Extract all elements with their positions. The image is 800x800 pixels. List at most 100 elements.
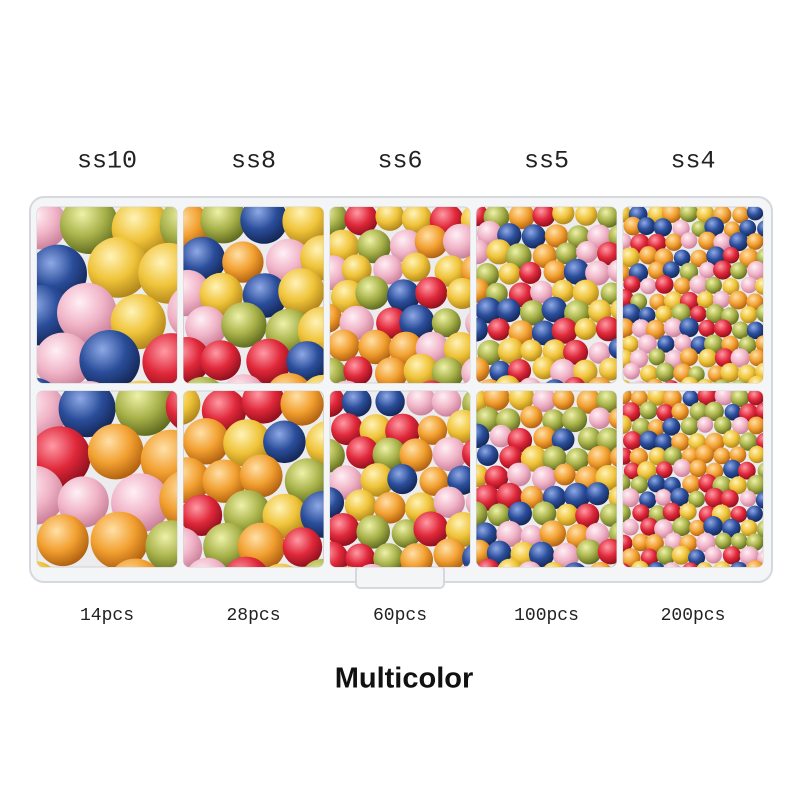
pearl <box>740 519 758 537</box>
pearl <box>647 474 666 493</box>
pearl <box>555 242 578 265</box>
pearl <box>476 444 499 467</box>
pearl <box>553 542 580 567</box>
pearl <box>115 391 175 436</box>
pearl <box>597 207 617 228</box>
pearl <box>682 562 699 567</box>
pearl <box>343 356 373 383</box>
pearl <box>730 348 750 368</box>
pearl <box>629 447 648 467</box>
pearl <box>142 333 177 383</box>
pearl <box>746 321 763 340</box>
pearl <box>543 260 567 284</box>
pearl <box>623 503 631 523</box>
size-label: ss5 <box>524 147 569 176</box>
pearl <box>330 329 360 362</box>
pearl <box>331 413 364 446</box>
pearl <box>655 489 672 506</box>
pearl <box>561 406 588 433</box>
pearl <box>746 233 763 250</box>
pearl <box>446 409 470 443</box>
count-label: 200pcs <box>661 606 726 626</box>
pearl <box>574 318 597 340</box>
pearl <box>358 329 393 365</box>
pearl <box>563 376 586 383</box>
pearl <box>623 264 631 282</box>
pearl <box>476 464 489 487</box>
pearl <box>373 543 404 567</box>
pearl <box>672 517 692 537</box>
pearl <box>705 304 725 324</box>
pearl <box>183 418 230 465</box>
pearl <box>671 432 690 451</box>
pearl <box>647 261 666 280</box>
pearl <box>608 224 617 248</box>
pearl <box>532 501 557 526</box>
pearl <box>494 375 521 383</box>
pearl <box>623 414 632 435</box>
pearl <box>690 305 707 323</box>
pearl <box>746 474 763 495</box>
pearl <box>330 391 345 418</box>
pearl <box>623 447 633 465</box>
pearl <box>520 339 543 362</box>
pearls <box>330 207 470 383</box>
count-label: 14pcs <box>80 606 134 626</box>
pearl <box>704 546 722 564</box>
pearl <box>655 275 674 294</box>
pearl <box>330 229 360 264</box>
pearl <box>431 357 464 383</box>
pearl <box>623 431 642 450</box>
pearl <box>639 246 658 265</box>
pearl <box>654 433 673 452</box>
pearl <box>346 436 379 469</box>
pearl <box>740 490 757 507</box>
pearl <box>688 490 705 508</box>
pearl <box>647 391 668 406</box>
pearl <box>673 249 691 267</box>
pearl <box>729 232 749 252</box>
pearl <box>577 427 602 451</box>
pearl <box>532 207 556 227</box>
pearl <box>680 376 699 383</box>
pearl <box>552 391 575 410</box>
pearl <box>576 539 602 565</box>
pearl <box>542 409 565 432</box>
pearl <box>714 319 732 338</box>
pearl <box>183 269 211 317</box>
pearl <box>729 446 747 464</box>
pearl <box>746 505 763 522</box>
pearl <box>640 517 659 536</box>
pearl <box>637 334 657 354</box>
pearl <box>610 298 617 321</box>
pearl <box>662 207 682 224</box>
pearl <box>476 357 490 382</box>
pearls <box>476 391 617 567</box>
pearl <box>704 216 724 237</box>
pearl <box>679 503 697 521</box>
pearl <box>519 261 542 284</box>
pearl <box>487 318 510 341</box>
pearl <box>623 207 631 223</box>
pearl <box>662 391 682 408</box>
pearls <box>623 207 763 383</box>
pearl <box>79 330 140 383</box>
pearl <box>747 416 763 435</box>
pearl <box>374 492 406 524</box>
pearl <box>476 539 491 564</box>
pearl <box>755 402 763 420</box>
pearl <box>387 464 418 495</box>
pearl <box>756 432 763 450</box>
pearl <box>446 278 470 309</box>
pearl <box>714 416 732 435</box>
pearl <box>433 538 467 567</box>
pearl <box>739 432 758 451</box>
pearl <box>138 242 177 304</box>
pearl <box>698 231 717 250</box>
pearl <box>282 527 323 567</box>
pearl <box>705 276 722 294</box>
size-label: ss4 <box>670 147 715 176</box>
pearl <box>680 417 699 436</box>
pearl <box>356 229 391 264</box>
